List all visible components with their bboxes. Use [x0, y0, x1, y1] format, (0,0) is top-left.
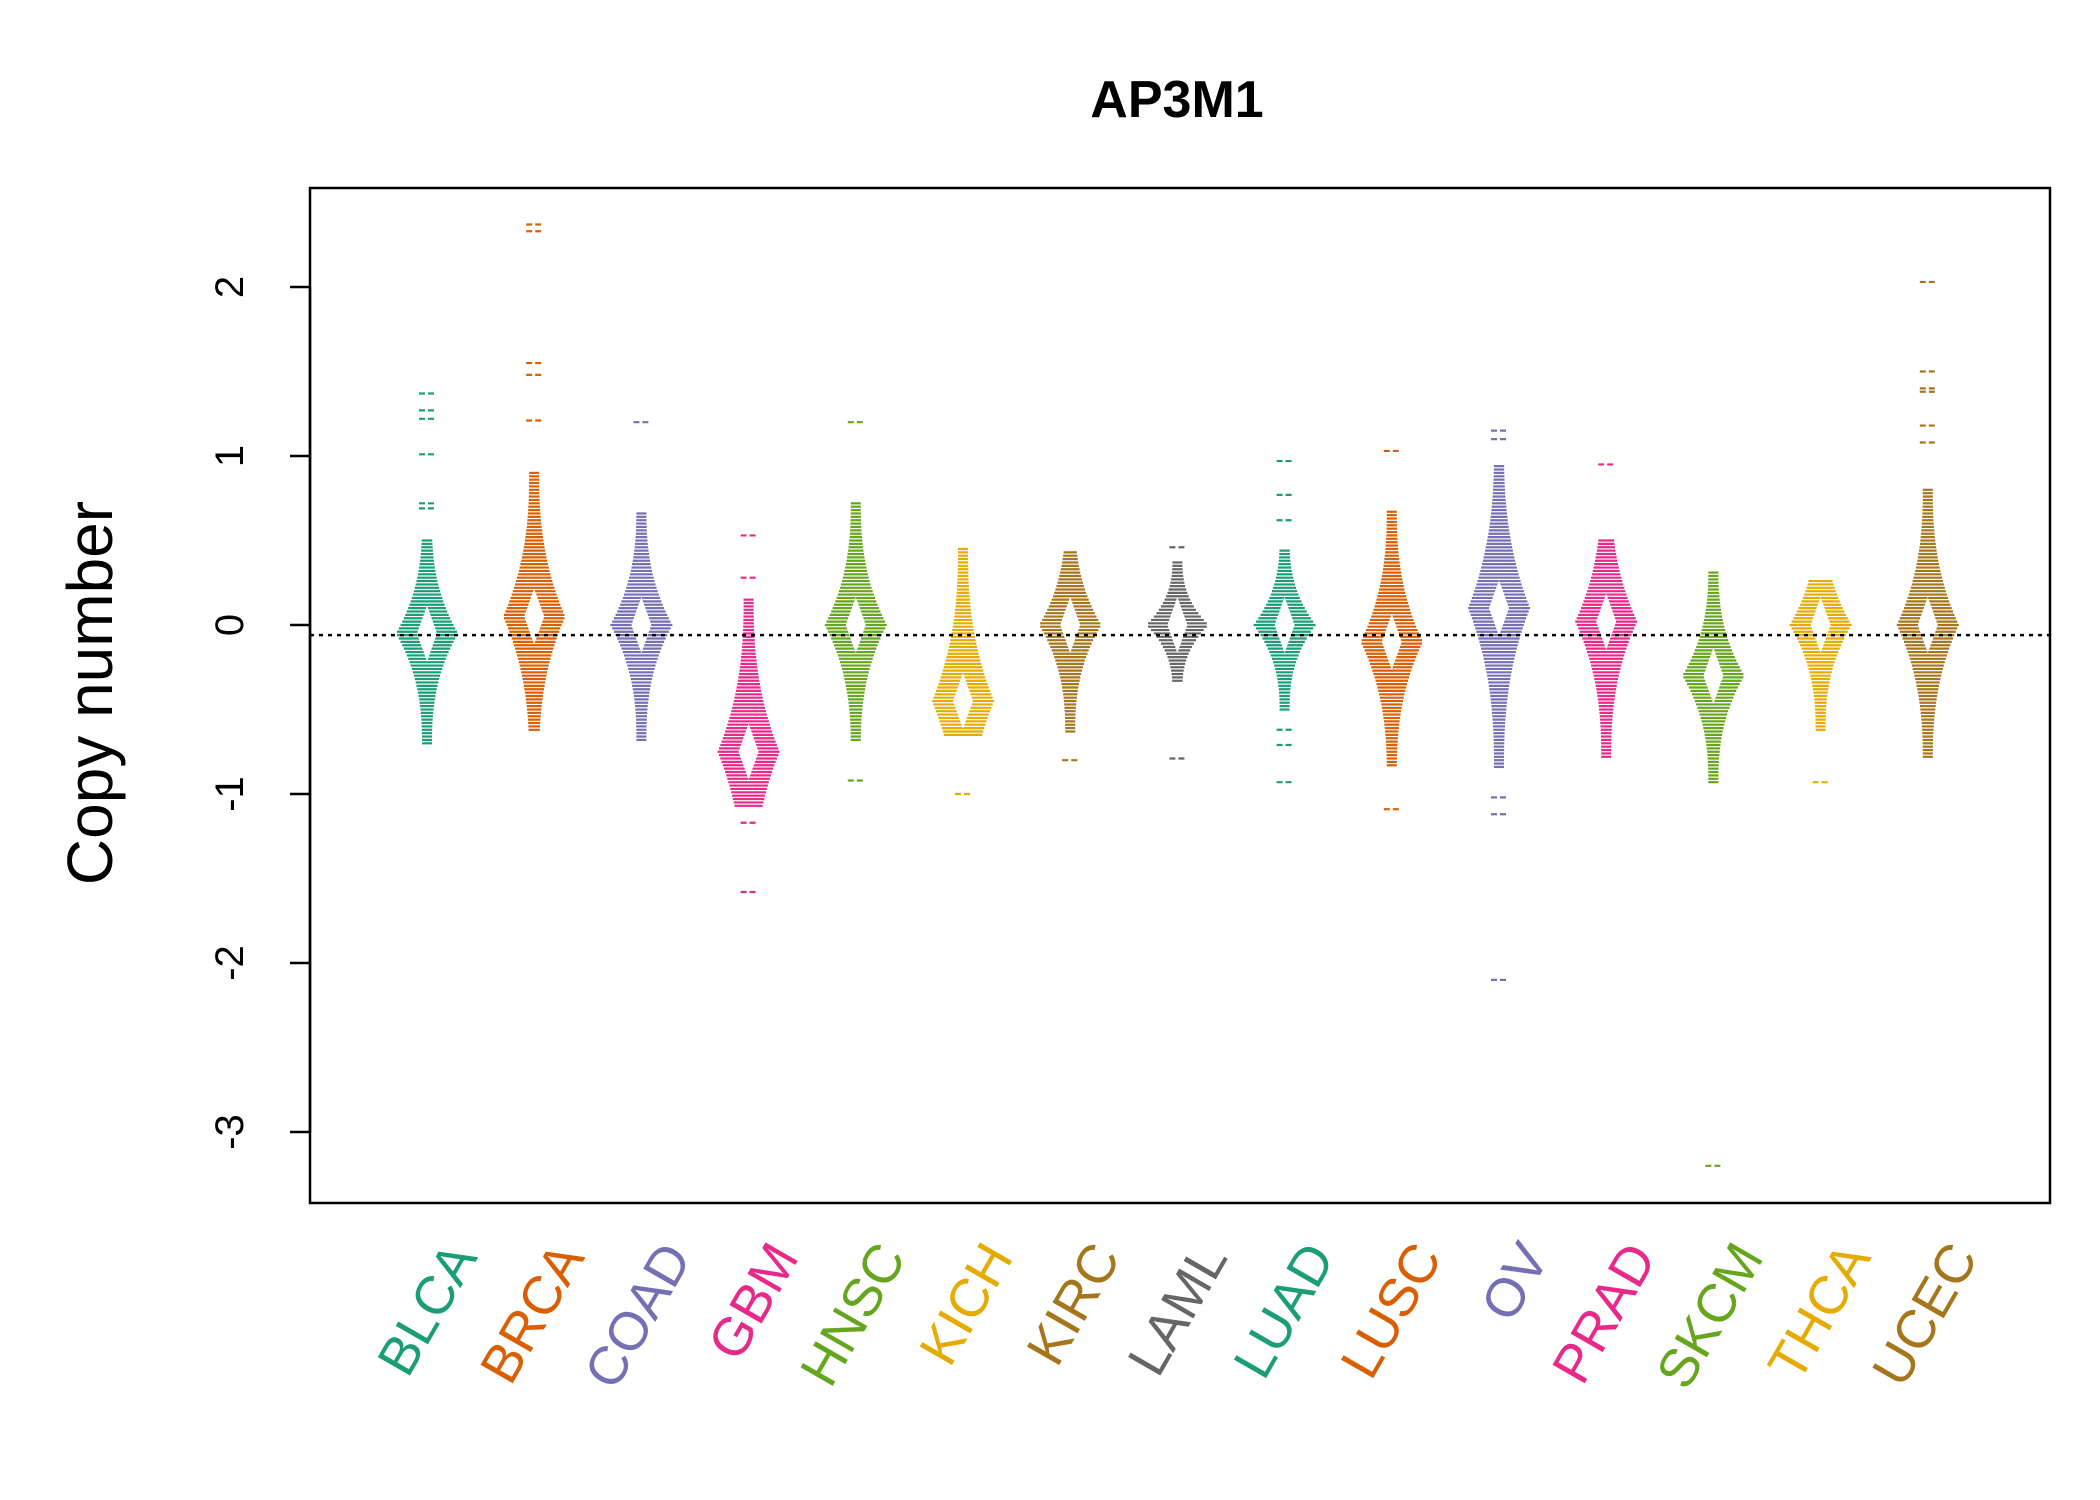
swarm-gbm [717, 534, 780, 894]
swarm-thca [1789, 579, 1852, 784]
swarm-core [1274, 597, 1295, 653]
swarm-core [1489, 580, 1509, 637]
y-tick-label: -2 [208, 945, 252, 981]
swarm-core [417, 605, 437, 662]
swarm-core [524, 588, 545, 645]
y-tick-label: 1 [208, 445, 252, 467]
x-tick-label-gbm: GBM [697, 1233, 810, 1370]
swarm-luad [1253, 459, 1316, 784]
swarm-coad [610, 421, 673, 742]
swarm-core [1810, 597, 1831, 653]
y-axis-label: Copy number [54, 501, 126, 885]
swarm-prad [1575, 463, 1638, 758]
swarm-core [1703, 647, 1724, 704]
swarm-skcm [1683, 571, 1744, 1167]
chart-title: AP3M1 [1090, 71, 1263, 129]
swarm-core [738, 723, 759, 780]
swarm-lusc [1361, 449, 1423, 811]
x-tick-label-coad: COAD [573, 1233, 703, 1398]
swarm-core [1596, 593, 1617, 650]
swarm-core [1167, 597, 1188, 653]
swarm-core [1381, 613, 1402, 670]
swarm-ov [1468, 429, 1530, 982]
data-marks [396, 223, 1959, 1167]
x-tick-label-kirc: KIRC [1015, 1233, 1131, 1375]
x-tick-label-hnsc: HNSC [789, 1233, 917, 1396]
x-tick-label-kich: KICH [908, 1233, 1024, 1375]
x-tick-label-lusc: LUSC [1329, 1233, 1453, 1388]
y-tick-label: 2 [208, 276, 252, 298]
swarm-hnsc [824, 421, 887, 782]
x-tick-label-laml: LAML [1117, 1233, 1240, 1385]
swarm-blca [396, 392, 458, 745]
swarm-core [1917, 597, 1938, 653]
swarm-core [845, 597, 866, 653]
swarm-ucec [1896, 280, 1959, 758]
swarm-core [1060, 597, 1081, 653]
swarm-kirc [1040, 551, 1101, 762]
x-tick-label-ov: OV [1470, 1233, 1561, 1331]
x-tick-label-ucec: UCEC [1861, 1233, 1989, 1396]
swarm-kich [932, 547, 994, 796]
swarm-core [631, 597, 652, 653]
x-tick-label-luad: LUAD [1222, 1233, 1346, 1388]
swarm-brca [503, 223, 565, 731]
plot-frame [308, 186, 2052, 1205]
y-axis: 2 1 0 -1 -2 -3 [208, 276, 312, 1150]
y-tick-label: -3 [208, 1114, 252, 1150]
swarm-core [953, 673, 973, 730]
plot-area [308, 186, 2052, 1205]
y-tick-label: 0 [208, 614, 252, 636]
y-tick-label: -1 [208, 776, 252, 812]
swarm-laml [1148, 546, 1207, 760]
x-tick-label-skcm: SKCM [1645, 1233, 1775, 1398]
